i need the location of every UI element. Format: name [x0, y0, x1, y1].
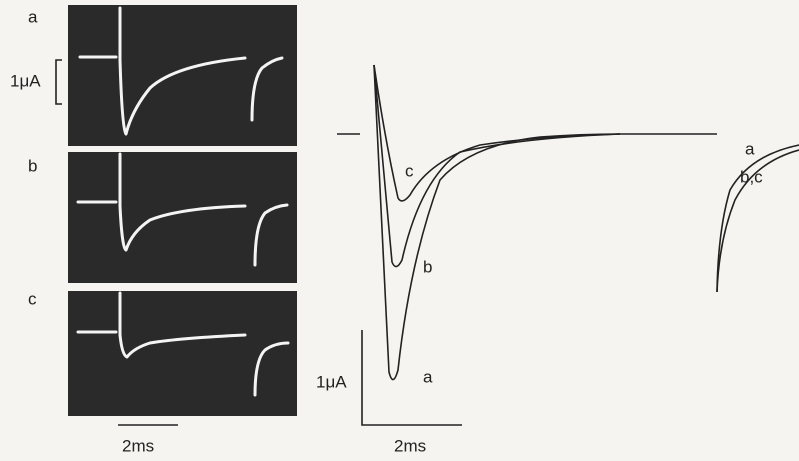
panel-label: b — [28, 156, 37, 175]
current-scale-label: 1μA — [316, 372, 347, 391]
scope-frame — [68, 152, 297, 283]
trace — [78, 6, 284, 136]
trace-label: c — [405, 161, 414, 180]
time-scale-label: 2ms — [122, 436, 154, 455]
right-panel: c b a a b,c 1μA 2ms — [316, 64, 799, 455]
current-scale-bar — [55, 59, 62, 105]
panel-label: a — [28, 7, 38, 26]
time-scale-label: 2ms — [394, 436, 426, 455]
trace — [76, 152, 289, 267]
second-trace-bc — [716, 149, 799, 293]
second-trace-a — [716, 144, 799, 293]
scale-bars — [361, 330, 462, 426]
scope-frame — [68, 5, 297, 146]
scope-frame — [68, 291, 297, 416]
trace-c — [373, 64, 621, 202]
trace-label: a — [423, 367, 433, 386]
trace-label: a — [745, 139, 755, 158]
trace-a — [373, 64, 717, 381]
trace-label: b — [423, 257, 432, 276]
current-scale-label: 1μA — [10, 71, 41, 90]
trace-label: b,c — [740, 167, 763, 186]
trace — [76, 291, 290, 397]
left-panel: a b c 1μA 2ms — [10, 5, 297, 455]
panel-label: c — [28, 289, 37, 308]
